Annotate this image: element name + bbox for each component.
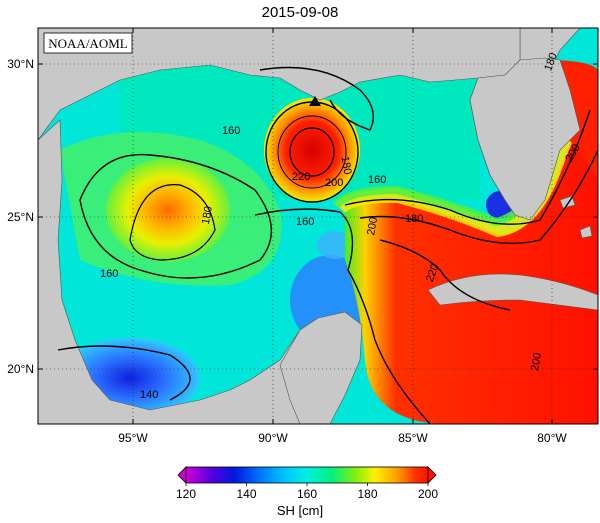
station-triangle-icon xyxy=(309,96,321,106)
colorbar-tick-label: 180 xyxy=(357,487,377,501)
contour-label: 160 xyxy=(368,174,386,186)
contour-label: 180 xyxy=(338,155,353,175)
longitude-ticks xyxy=(132,28,553,424)
map-border xyxy=(37,27,599,425)
western-eddy xyxy=(106,158,230,262)
contour-label: 220 xyxy=(292,171,310,183)
colorbar-label: SH [cm] xyxy=(276,503,324,518)
lon-label: 80°W xyxy=(537,431,567,445)
map-area: 160 160 160 160 180 180 180 180 200 200 … xyxy=(38,28,598,424)
loop-current xyxy=(345,90,598,424)
lon-label: 90°W xyxy=(258,431,288,445)
lat-label: 20°N xyxy=(7,362,34,376)
contour-label: 180 xyxy=(405,213,423,225)
colorbar-tick-label: 140 xyxy=(236,487,256,501)
credit-box xyxy=(43,32,133,54)
contour-label: 180 xyxy=(542,51,560,72)
contour-label: 200 xyxy=(325,177,343,189)
graticule xyxy=(38,28,598,424)
lat-label: 25°N xyxy=(7,210,34,224)
contour-label: 200 xyxy=(529,352,544,372)
land xyxy=(38,28,598,424)
credit-label: NOAA/AOML xyxy=(48,36,128,51)
colorbar-tick-label: 120 xyxy=(176,487,196,501)
warm-core-eddy xyxy=(264,98,360,202)
contour-label: 160 xyxy=(222,125,240,137)
contour-label: 160 xyxy=(100,268,118,280)
contours xyxy=(57,66,598,424)
lon-label: 85°W xyxy=(398,431,428,445)
contour-label: 160 xyxy=(296,216,314,228)
colorbar: 120 140 160 180 200 xyxy=(176,466,438,501)
longitude-labels: 95°W 90°W 85°W 80°W xyxy=(118,431,567,445)
contour-label: 180 xyxy=(200,205,215,225)
map-title: 2015-09-08 xyxy=(261,4,339,21)
contour-label: 220 xyxy=(424,262,442,283)
colorbar-bar xyxy=(185,466,429,484)
latitude-labels: 30°N 25°N 20°N xyxy=(7,57,34,376)
contour-label: 140 xyxy=(140,389,158,401)
colorbar-tick-label: 200 xyxy=(418,487,438,501)
lon-label: 95°W xyxy=(118,431,148,445)
colorbar-min-arrow xyxy=(177,466,187,484)
cool-patch-small xyxy=(317,231,353,259)
latitude-ticks xyxy=(38,63,598,370)
colorbar-tick-label: 160 xyxy=(297,487,317,501)
colorbar-max-arrow xyxy=(427,466,437,484)
contour-label: 200 xyxy=(365,216,380,236)
lat-label: 30°N xyxy=(7,57,34,71)
